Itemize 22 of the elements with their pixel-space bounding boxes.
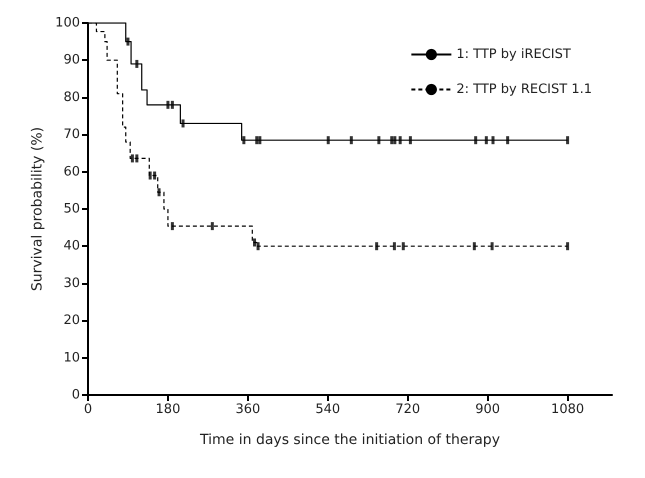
y-tick-label: 60 [63,164,80,180]
y-tick-label: 20 [63,313,80,328]
y-tick-label: 80 [63,90,80,105]
y-tick-label: 50 [63,202,80,216]
y-tick-label: 100 [55,16,80,30]
y-tick-label: 90 [63,52,80,68]
x-tick-label: 720 [395,402,420,417]
legend-label: 2: TTP by RECIST 1.1 [456,82,592,97]
x-tick-label: 0 [84,402,92,417]
y-tick-label: 40 [63,238,80,254]
x-tick-label: 360 [235,402,260,417]
y-tick-label: 30 [63,276,80,291]
x-tick-label: 1080 [551,402,584,417]
x-tick-label: 540 [315,402,340,417]
x-axis-title: Time in days since the initiation of therapy [199,432,500,448]
y-tick-label: 10 [63,350,80,366]
legend-label: 1: TTP by iRECIST [456,47,571,62]
y-tick-label: 0 [72,388,80,402]
y-axis-title: Survival probability (%) [29,126,46,292]
x-tick-label: 180 [156,402,180,417]
y-tick-label: 70 [63,127,80,142]
x-tick-label: 900 [475,402,500,417]
